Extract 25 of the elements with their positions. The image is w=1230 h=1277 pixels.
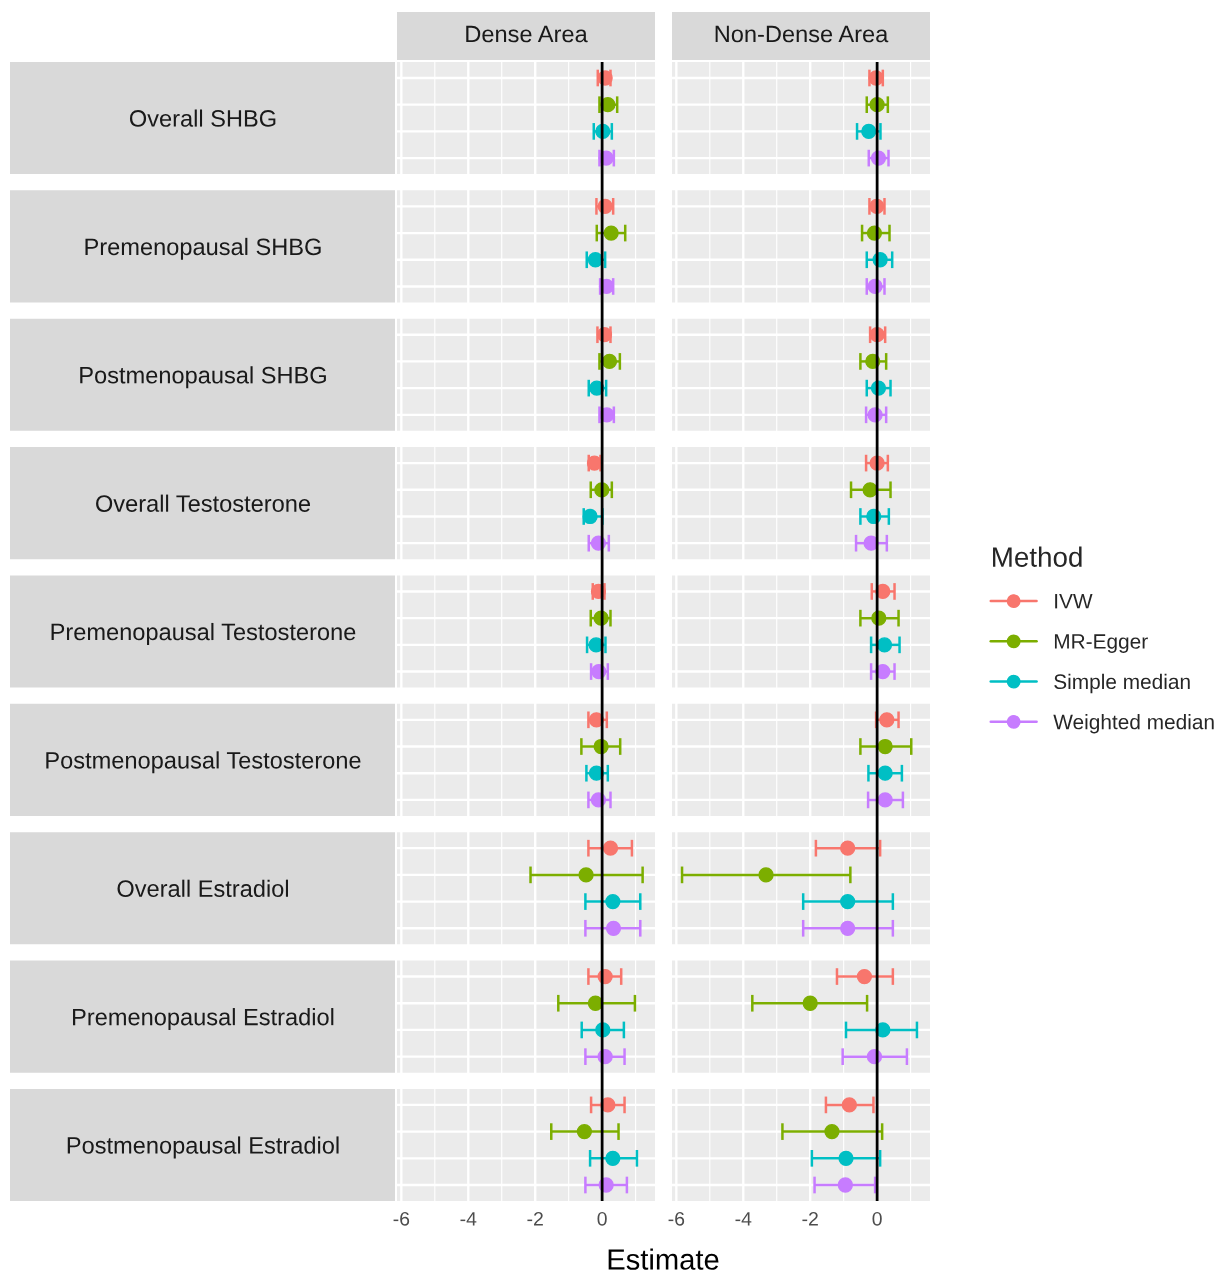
y-tick-label: Overall Testosterone [96,494,310,512]
x-tick-label: 0 [872,1211,882,1226]
y-tick-label: Overall SHBG [129,109,276,127]
x-tick-label: -4 [460,1212,477,1226]
legend-title: Method [993,546,1082,567]
x-tick-label: -2 [527,1211,543,1226]
y-tick-label: Premenopausal Testosterone [51,622,356,645]
y-tick-label: Premenopausal Estradiol [73,1008,334,1031]
y-tick-label: Premenopausal SHBG [85,237,321,260]
x-tick-label: -2 [802,1211,818,1226]
y-tick-label: Overall Estradiol [117,879,288,898]
chart-title: Dense Area [466,25,588,43]
x-tick-label: -6 [393,1211,410,1226]
x-axis-title: Estimate [608,1248,719,1270]
x-tick-label: -4 [735,1212,752,1226]
x-tick-label: 0 [597,1211,607,1226]
legend-label: Simple median [1054,673,1190,694]
legend-label: Weighted median [1053,714,1214,734]
y-tick-label: Postmenopausal Testosterone [46,751,361,774]
y-tick-label: Postmenopausal Estradiol [67,1136,339,1159]
chart-title: Non-Dense Area [715,25,889,43]
legend-label: IVW [1055,594,1093,609]
legend-label: MR-Egger [1054,634,1148,653]
y-tick-label: Postmenopausal SHBG [80,366,326,389]
x-tick-label: -6 [668,1211,685,1226]
